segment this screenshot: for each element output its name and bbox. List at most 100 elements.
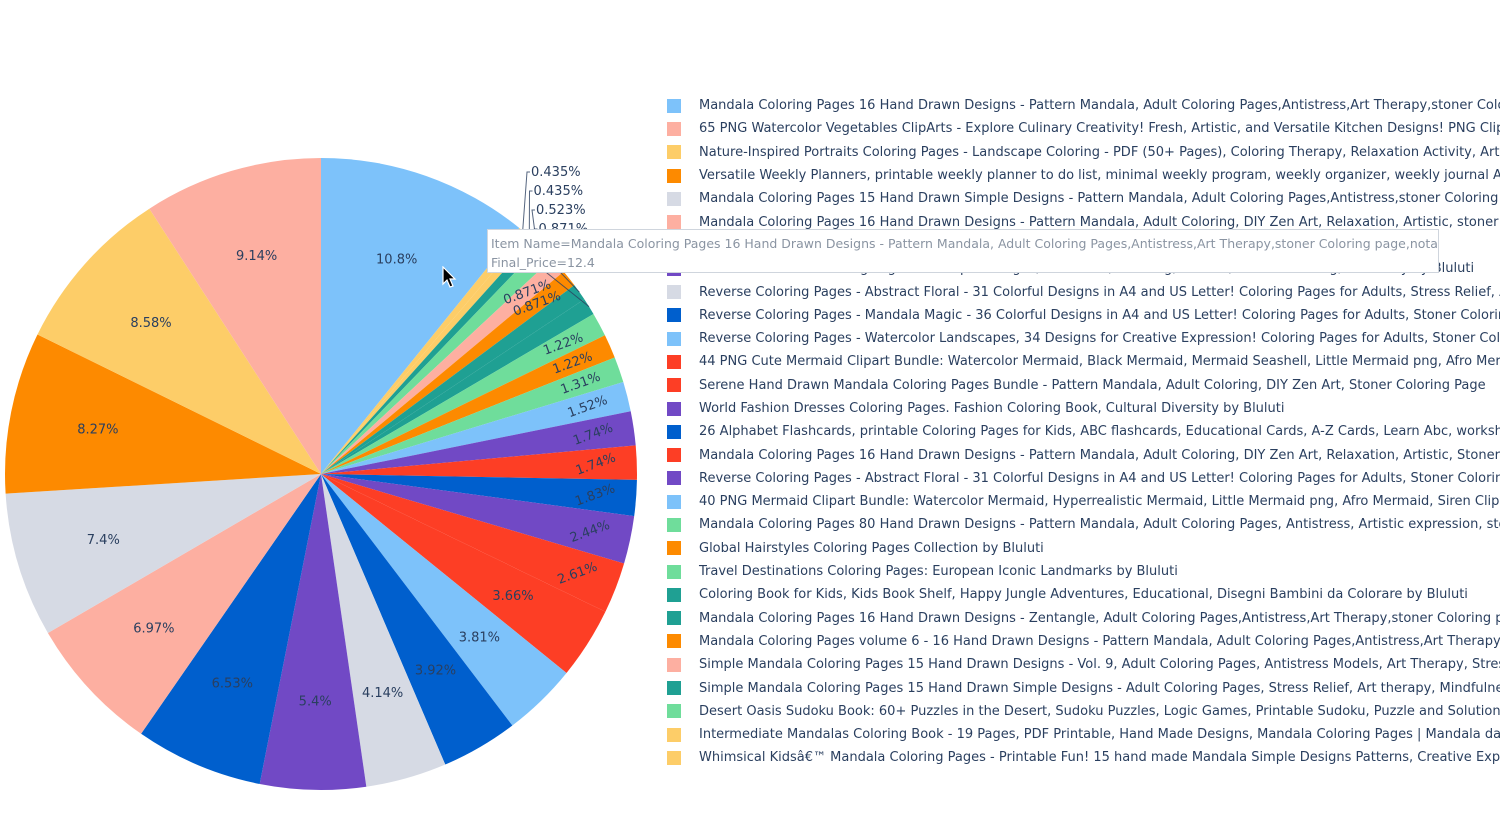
legend-label: Mandala Coloring Pages 16 Hand Drawn Des… — [699, 214, 1500, 230]
legend-item[interactable]: 40 PNG Mermaid Clipart Bundle: Watercolo… — [667, 490, 1500, 513]
pie-slice[interactable] — [259, 474, 367, 790]
legend-item[interactable]: Mandala Coloring Pages 16 Hand Drawn Des… — [667, 210, 1500, 233]
legend-label: Versatile Weekly Planners, printable wee… — [699, 168, 1500, 184]
legend-label: 65 PNG Watercolor Vegetables ClipArts - … — [699, 121, 1500, 137]
legend-label: Whimsical Kidsâ€™ Mandala Coloring Pages… — [699, 750, 1500, 766]
legend-item[interactable]: Coloring Book for Kids, Kids Book Shelf,… — [667, 583, 1500, 606]
pie-slice[interactable] — [321, 357, 624, 474]
legend-label: Nature-Inspired Portraits Coloring Pages… — [699, 144, 1500, 160]
pie-slice[interactable] — [321, 474, 567, 726]
legend-item[interactable]: 44 PNG Cute Mermaid Clipart Bundle: Wate… — [667, 350, 1500, 373]
pie-slice[interactable] — [321, 258, 564, 474]
legend-label: Reverse Coloring Pages - Abstract Floral… — [699, 470, 1500, 486]
slice-label: 7.4% — [87, 533, 120, 548]
slice-label: 3.66% — [492, 589, 533, 604]
pie-slices — [4, 158, 637, 790]
legend-item[interactable]: 65 PNG Watercolor Vegetables ClipArts - … — [667, 117, 1500, 140]
pie-slice[interactable] — [5, 474, 322, 633]
pie-slice[interactable] — [321, 382, 631, 474]
pie-slice[interactable] — [321, 474, 637, 517]
pie-slice[interactable] — [321, 474, 513, 765]
pie-slice[interactable] — [321, 299, 594, 474]
legend-item[interactable]: Whimsical Kidsâ€™ Mandala Coloring Pages… — [667, 746, 1500, 769]
pie-slice[interactable] — [141, 474, 321, 784]
slice-label: 4.14% — [362, 686, 403, 701]
legend-swatch — [667, 285, 681, 300]
legend-item[interactable]: Reverse Coloring Pages - Watercolor Land… — [667, 327, 1500, 350]
legend-item[interactable]: Mandala Coloring Pages 16 Hand Drawn Des… — [667, 443, 1500, 466]
tooltip-item-name: Item Name=Mandala Coloring Pages 16 Hand… — [491, 236, 1439, 251]
legend-item[interactable]: Global Hairstyles Coloring Pages Collect… — [667, 537, 1500, 560]
slice-label: 8.58% — [130, 316, 171, 331]
legend-label: Mandala Coloring Pages volume 6 - 16 Han… — [699, 633, 1500, 649]
legend-item[interactable]: Mandala Coloring Pages 16 Hand Drawn Des… — [667, 607, 1500, 630]
legend-swatch — [667, 331, 681, 346]
pie-slice[interactable] — [321, 313, 605, 474]
pie-slice[interactable] — [321, 335, 615, 474]
slice-label: 3.92% — [415, 664, 456, 679]
legend-item[interactable]: Intermediate Mandalas Coloring Book - 19… — [667, 723, 1500, 746]
legend-label: Serene Hand Drawn Mandala Coloring Pages… — [699, 377, 1486, 393]
legend-item[interactable]: Nature-Inspired Portraits Coloring Pages… — [667, 141, 1500, 164]
legend-label: Mandala Coloring Pages 80 Hand Drawn Des… — [699, 517, 1500, 533]
legend-label: Mandala Coloring Pages 16 Hand Drawn Des… — [699, 447, 1500, 463]
slice-label: 5.4% — [299, 694, 332, 709]
pie-slice[interactable] — [321, 445, 637, 480]
pie-slice[interactable] — [321, 474, 606, 673]
legend-swatch — [667, 145, 681, 160]
legend-item[interactable]: Reverse Coloring Pages - Abstract Floral… — [667, 467, 1500, 490]
legend-item[interactable]: 26 Alphabet Flashcards, printable Colori… — [667, 420, 1500, 443]
pie-slice[interactable] — [321, 474, 625, 612]
legend-item[interactable]: Desert Oasis Sudoku Book: 60+ Puzzles in… — [667, 700, 1500, 723]
pie-slice[interactable] — [37, 208, 321, 474]
pie-slice[interactable] — [321, 285, 585, 474]
legend: Mandala Coloring Pages 16 Hand Drawn Des… — [667, 94, 1500, 770]
legend-swatch — [667, 494, 681, 509]
legend-label: Desert Oasis Sudoku Book: 60+ Puzzles in… — [699, 703, 1500, 719]
legend-label: Travel Destinations Coloring Pages: Euro… — [699, 564, 1178, 580]
legend-label: 26 Alphabet Flashcards, printable Colori… — [699, 424, 1500, 440]
pie-slice[interactable] — [321, 474, 635, 564]
legend-item[interactable]: Versatile Weekly Planners, printable wee… — [667, 164, 1500, 187]
legend-item[interactable]: Simple Mandala Coloring Pages 15 Hand Dr… — [667, 653, 1500, 676]
pie-slice[interactable] — [321, 271, 575, 474]
legend-item[interactable]: World Fashion Dresses Coloring Pages. Fa… — [667, 397, 1500, 420]
pie-slice[interactable] — [321, 158, 520, 474]
legend-item[interactable]: Mandala Coloring Pages volume 6 - 16 Han… — [667, 630, 1500, 653]
legend-item[interactable]: Reverse Coloring Pages - Abstract Floral… — [667, 280, 1500, 303]
legend-swatch — [667, 191, 681, 206]
legend-swatch — [667, 121, 681, 136]
legend-item[interactable]: Travel Destinations Coloring Pages: Euro… — [667, 560, 1500, 583]
pie-slice[interactable] — [4, 334, 322, 494]
pie-slice[interactable] — [321, 233, 533, 474]
legend-item[interactable]: Mandala Coloring Pages 80 Hand Drawn Des… — [667, 513, 1500, 536]
pie-slice[interactable] — [321, 411, 636, 474]
legend-swatch — [667, 354, 681, 369]
legend-swatch — [667, 657, 681, 672]
pie-slice[interactable] — [321, 228, 526, 474]
legend-swatch — [667, 587, 681, 602]
legend-label: 40 PNG Mermaid Clipart Bundle: Watercolo… — [699, 494, 1500, 510]
leader-line — [522, 171, 530, 231]
legend-label: Mandala Coloring Pages 15 Hand Drawn Sim… — [699, 191, 1500, 207]
pie-slice[interactable] — [321, 246, 553, 474]
pie-slice[interactable] — [321, 474, 446, 787]
slice-label-outside: 0.435% — [534, 184, 584, 199]
legend-label: Global Hairstyles Coloring Pages Collect… — [699, 540, 1044, 556]
pie-slice[interactable] — [149, 158, 321, 474]
legend-item[interactable]: Reverse Coloring Pages - Mandala Magic -… — [667, 304, 1500, 327]
slice-label-outside: 0.523% — [536, 203, 586, 218]
legend-swatch — [667, 215, 681, 230]
legend-item[interactable]: Serene Hand Drawn Mandala Coloring Pages… — [667, 374, 1500, 397]
pie-slice[interactable] — [47, 474, 321, 734]
legend-swatch — [667, 517, 681, 532]
legend-item[interactable]: Simple Mandala Coloring Pages 15 Hand Dr… — [667, 676, 1500, 699]
legend-item[interactable]: Mandala Coloring Pages 16 Hand Drawn Des… — [667, 94, 1500, 117]
pie-slice[interactable] — [321, 239, 541, 474]
legend-label: Intermediate Mandalas Coloring Book - 19… — [699, 727, 1500, 743]
legend-swatch — [667, 471, 681, 486]
legend-label: Simple Mandala Coloring Pages 15 Hand Dr… — [699, 680, 1500, 696]
legend-item[interactable]: Mandala Coloring Pages 15 Hand Drawn Sim… — [667, 187, 1500, 210]
slice-label: 6.53% — [212, 677, 253, 692]
